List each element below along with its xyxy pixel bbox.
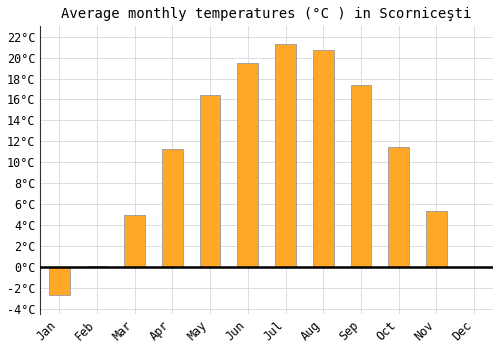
Bar bbox=[313, 50, 334, 267]
Bar bbox=[426, 211, 447, 267]
Bar bbox=[49, 267, 70, 295]
Bar bbox=[86, 266, 108, 267]
Bar bbox=[275, 44, 296, 267]
Bar bbox=[238, 63, 258, 267]
Title: Average monthly temperatures (°C ) in Scorniceşti: Average monthly temperatures (°C ) in Sc… bbox=[62, 7, 472, 21]
Bar bbox=[200, 95, 220, 267]
Bar bbox=[388, 147, 409, 267]
Bar bbox=[350, 85, 372, 267]
Bar bbox=[124, 215, 145, 267]
Bar bbox=[162, 149, 182, 267]
